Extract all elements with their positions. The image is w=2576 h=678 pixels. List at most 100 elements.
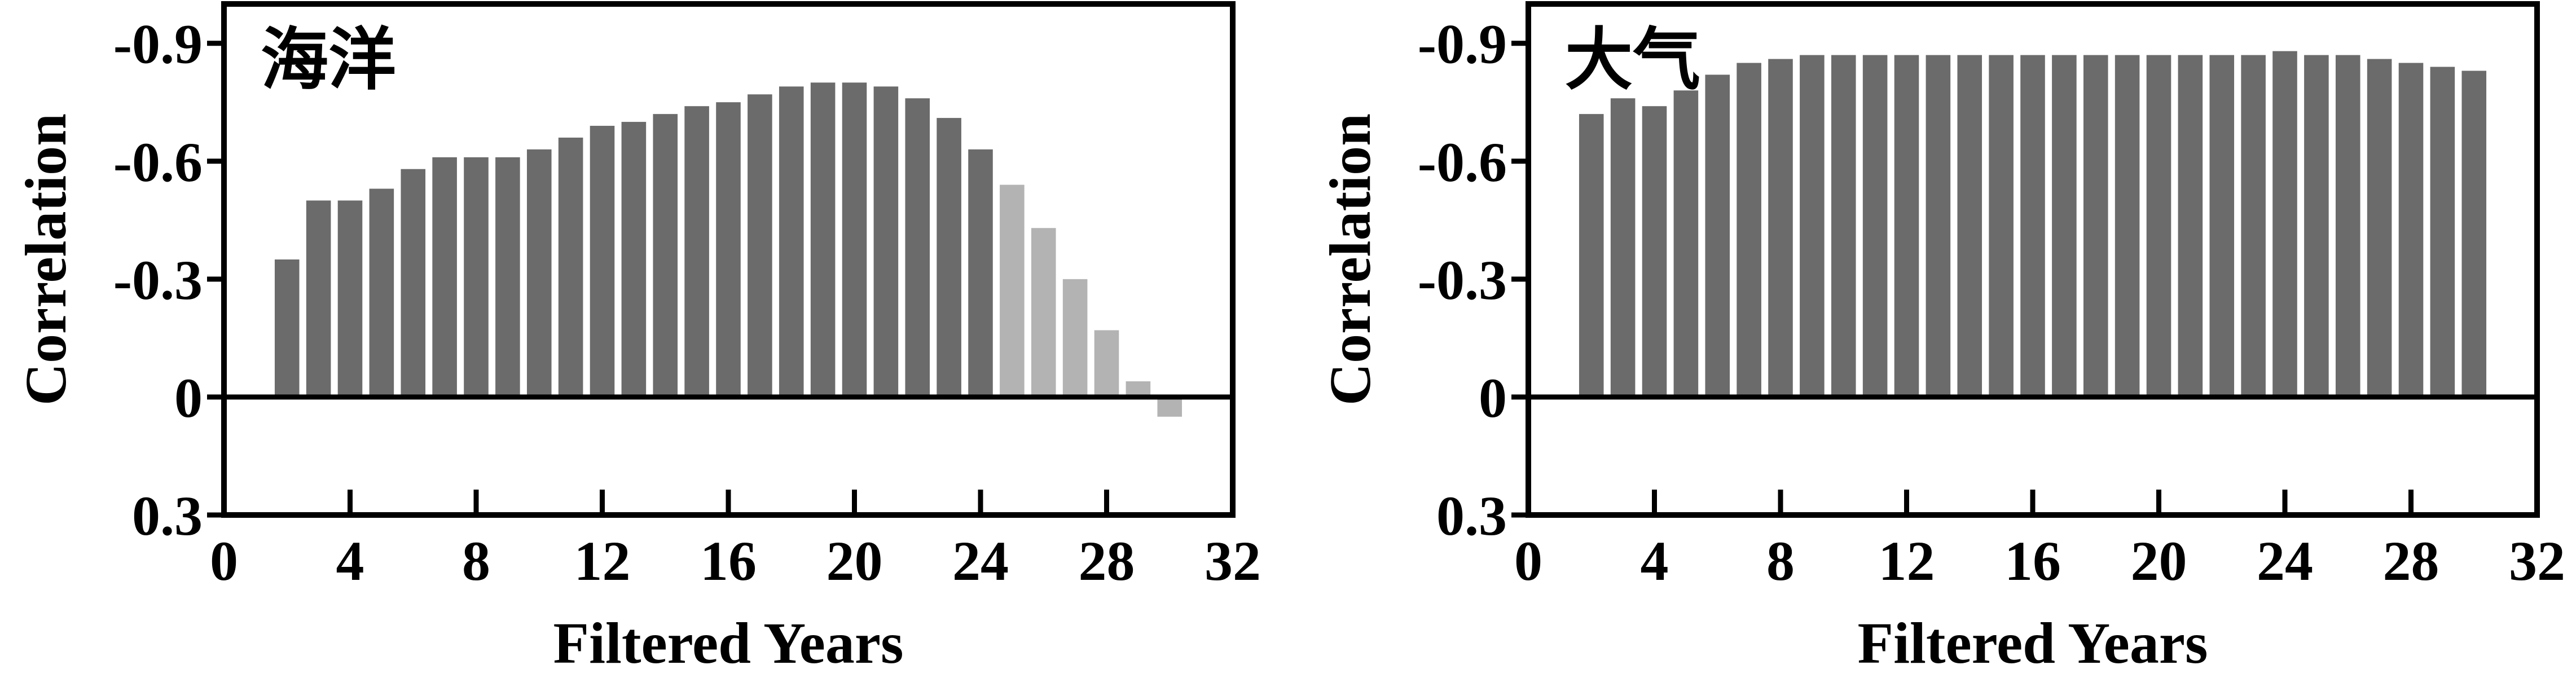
bar	[306, 200, 331, 397]
x-axis-label: Filtered Years	[1858, 611, 2208, 676]
y-tick-labels: -0.9 -0.6 -0.3 0 0.3	[1418, 13, 1507, 547]
x-tick-label: 8	[462, 530, 490, 592]
bar	[558, 137, 583, 397]
y-tick-label: -0.9	[113, 13, 203, 76]
bar	[873, 86, 899, 397]
bar	[1673, 90, 1699, 397]
bar	[2020, 55, 2045, 397]
bar	[2178, 55, 2203, 397]
bar	[684, 106, 709, 397]
y-axis-label: Correlation	[1318, 113, 1383, 406]
bar	[968, 149, 993, 397]
bar	[1157, 397, 1183, 417]
bar	[1642, 106, 1667, 397]
chart-panel-atmosphere: -0.9-0.6-0.300.3 0 4 8 12 16 20 24 28 32 Correla…	[1318, 1, 2565, 676]
panel-title: 大气	[1565, 21, 1700, 99]
x-tick-label: 32	[1205, 530, 1261, 592]
bar	[464, 157, 489, 397]
y-tick-label: 0.3	[132, 485, 203, 547]
bar	[369, 188, 394, 397]
bar	[1831, 55, 1856, 397]
bar	[274, 259, 300, 397]
x-tick-labels: 0 4 8 12 16 20 24 28 32	[210, 530, 1261, 592]
y-tick-label: -0.3	[113, 249, 203, 311]
tick-marks	[207, 41, 1236, 518]
panel-title: 海洋	[261, 21, 396, 99]
bar	[2461, 71, 2487, 397]
bar	[2367, 59, 2392, 397]
bar	[748, 94, 772, 397]
y-tick-label: 0	[1479, 367, 1507, 429]
bar	[1768, 59, 1793, 397]
y-tick-label: -0.6	[1418, 131, 1507, 193]
x-tick-label: 20	[827, 530, 883, 592]
bar	[905, 98, 930, 397]
bar	[1862, 55, 1888, 397]
y-axis-label: Correlation	[14, 113, 78, 406]
tick-marks	[1511, 41, 2540, 518]
x-tick-label: 32	[2509, 530, 2565, 592]
bar	[526, 149, 552, 397]
bar	[1989, 55, 2014, 397]
bar	[2272, 51, 2297, 397]
bar	[432, 157, 457, 397]
bar	[2083, 55, 2108, 397]
bar	[937, 118, 961, 397]
bar	[2398, 63, 2424, 397]
x-tick-label: 12	[1879, 530, 1935, 592]
bar	[1610, 98, 1636, 397]
x-tick-label: 28	[1079, 530, 1135, 592]
x-tick-label: 4	[1641, 530, 1669, 592]
x-tick-labels: 0 4 8 12 16 20 24 28 32	[1514, 530, 2565, 592]
bar-group	[274, 82, 1183, 417]
bar	[621, 122, 647, 397]
bar	[1737, 63, 1761, 397]
x-axis-label: Filtered Years	[553, 611, 904, 676]
x-tick-label: 12	[574, 530, 631, 592]
y-tick-labels: -0.9 -0.6 -0.3 0 0.3	[113, 13, 203, 547]
bar	[590, 126, 615, 397]
bar	[2335, 55, 2360, 397]
bar	[1579, 114, 1604, 397]
bar	[1705, 74, 1730, 397]
bar	[716, 102, 741, 397]
bar	[2209, 55, 2235, 397]
y-tick-label: 0.3	[1436, 485, 1507, 547]
x-tick-label: 4	[336, 530, 364, 592]
bar	[2146, 55, 2171, 397]
bar	[842, 82, 867, 397]
bar	[401, 169, 426, 397]
bar	[1894, 55, 1919, 397]
x-tick-label: 16	[2004, 530, 2061, 592]
bar	[2304, 55, 2329, 397]
y-tick-label: -0.3	[1418, 249, 1507, 311]
bar	[1062, 279, 1088, 397]
bar	[2430, 67, 2455, 397]
bar	[779, 86, 804, 397]
x-tick-label: 24	[952, 530, 1009, 592]
bar	[337, 200, 363, 397]
x-tick-label: 20	[2131, 530, 2187, 592]
bar	[653, 114, 678, 397]
bar-group	[1579, 51, 2487, 397]
bar	[1800, 55, 1825, 397]
bar	[1094, 330, 1119, 397]
bar	[2052, 55, 2077, 397]
chart-panel-ocean: -0.9-0.6-0.300.3 0 4 8 12 16 20 24 28 32 Correla…	[14, 1, 1261, 676]
y-tick-label: -0.9	[1418, 13, 1507, 76]
y-tick-label: 0	[174, 367, 203, 429]
bar	[495, 157, 520, 397]
bar	[1031, 228, 1056, 397]
x-tick-label: 16	[700, 530, 757, 592]
bar	[1126, 381, 1151, 397]
bar	[2241, 55, 2266, 397]
bar	[810, 82, 836, 397]
x-tick-label: 0	[210, 530, 238, 592]
bar	[1000, 184, 1025, 397]
x-tick-label: 28	[2383, 530, 2439, 592]
x-tick-label: 24	[2257, 530, 2313, 592]
x-tick-label: 8	[1766, 530, 1795, 592]
bar	[1926, 55, 1951, 397]
x-tick-label: 0	[1514, 530, 1542, 592]
